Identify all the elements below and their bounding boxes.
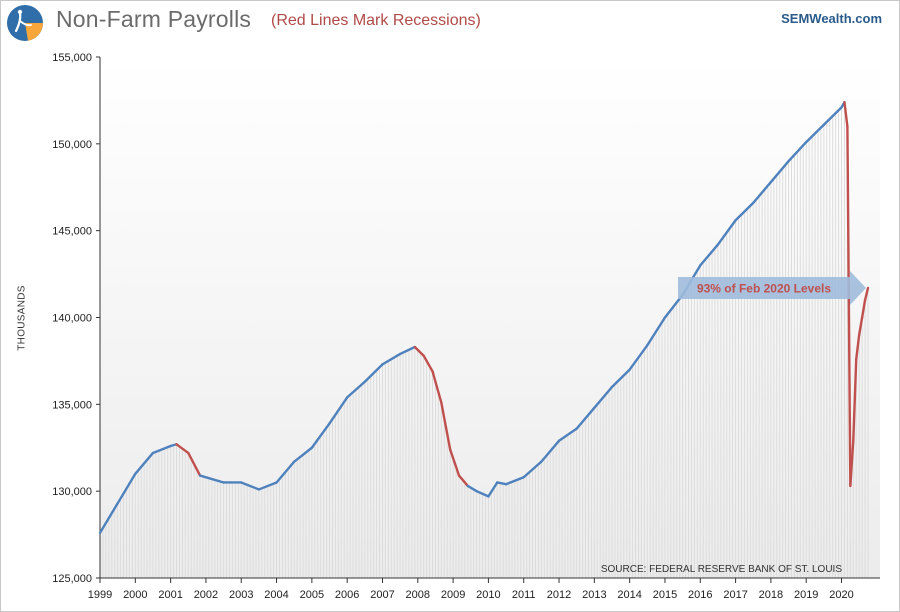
payrolls-line-segment <box>345 380 367 399</box>
payrolls-line-segment <box>787 140 808 163</box>
payrolls-line-segment <box>151 444 172 455</box>
payrolls-line-segment <box>610 368 631 389</box>
recession-line-segment <box>843 100 849 128</box>
x-tick-label: 2001 <box>158 589 182 601</box>
recession-line-segment <box>860 298 867 319</box>
x-tick-label: 2009 <box>441 589 465 601</box>
payrolls-line-segment <box>593 385 614 410</box>
x-tick-label: 2002 <box>194 589 218 601</box>
recession-line-segment <box>849 439 855 488</box>
payrolls-line-segment <box>466 484 478 493</box>
brand-link[interactable]: SEMWealth.com <box>781 11 882 26</box>
payrolls-line-segment <box>328 396 349 425</box>
recession-line-segment <box>846 125 852 488</box>
payrolls-line-segment <box>240 481 261 491</box>
recession-line-segment <box>855 333 861 361</box>
payrolls-line-segment <box>805 123 826 144</box>
recession-line-segment <box>413 345 425 357</box>
chart-header: Non-Farm Payrolls (Red Lines Mark Recess… <box>0 0 900 44</box>
recession-line-segment <box>440 401 452 451</box>
payrolls-line-segment <box>198 474 225 484</box>
annotations: 93% of Feb 2020 Levels SOURCE: FEDERAL RE… <box>601 270 866 575</box>
recession-line-segment <box>457 474 470 488</box>
payrolls-line-segment <box>716 219 737 246</box>
series-lines <box>98 100 870 535</box>
payrolls-line-segment <box>310 422 331 449</box>
payrolls-line-segment <box>257 481 278 491</box>
x-tick-label: 2008 <box>406 589 430 601</box>
axes: 125,000 130,000 135,000 140,000 145,000 150,0… <box>52 52 880 601</box>
x-tick-label: 2006 <box>335 589 359 601</box>
x-tick-label: 2019 <box>794 589 818 601</box>
payrolls-line-segment <box>557 427 578 442</box>
x-tick-label: 2018 <box>759 589 783 601</box>
payrolls-line-segment <box>116 472 137 505</box>
recession-line-segment <box>175 443 190 455</box>
y-tick-label: 155,000 <box>52 52 92 64</box>
x-tick-label: 2010 <box>476 589 500 601</box>
source-note: SOURCE: FEDERAL RESERVE BANK OF ST. LOUI… <box>601 564 843 575</box>
payrolls-line-segment <box>134 451 155 475</box>
payrolls-line-segment <box>540 439 561 463</box>
x-tick-label: 2007 <box>370 589 394 601</box>
x-tick-label: 2012 <box>547 589 571 601</box>
recession-line-segment <box>863 286 870 302</box>
payrolls-line-segment <box>822 106 843 126</box>
payrolls-line-segment <box>522 460 543 479</box>
y-tick-label: 125,000 <box>52 573 92 585</box>
recession-line-segment <box>852 357 858 442</box>
payrolls-line-segment <box>504 476 525 486</box>
payrolls-line-segment <box>575 406 596 430</box>
payrolls-line-segment <box>699 243 720 267</box>
payrolls-line-segment <box>398 345 417 356</box>
plot-area <box>100 57 880 578</box>
y-tick-label: 130,000 <box>52 486 92 498</box>
y-tick-label: 140,000 <box>52 313 92 325</box>
chart-title: Non-Farm Payrolls <box>56 6 252 32</box>
x-tick-label: 2017 <box>723 589 747 601</box>
payrolls-line-segment <box>98 502 119 535</box>
payrolls-line-segment <box>496 481 508 486</box>
x-tick-label: 2020 <box>829 589 853 601</box>
recession-line-segment <box>187 451 202 477</box>
payrolls-line-segment <box>475 489 490 498</box>
payrolls-line-segment <box>769 159 790 184</box>
x-tick-label: 2013 <box>582 589 606 601</box>
x-tick-label: 2000 <box>123 589 147 601</box>
y-tick-label: 150,000 <box>52 139 92 151</box>
payrolls-line-segment <box>734 201 755 222</box>
y-tick-label: 135,000 <box>52 399 92 411</box>
recession-line-segment <box>422 354 434 373</box>
payrolls-line-segment <box>293 446 314 463</box>
chart-subtitle: (Red Lines Mark Recessions) <box>271 12 481 29</box>
annotation-arrow <box>678 270 866 305</box>
x-tick-label: 2004 <box>264 589 288 601</box>
payrolls-line-segment <box>752 180 773 205</box>
payrolls-line-segment <box>363 363 384 383</box>
payrolls-line-segment <box>628 344 649 371</box>
annotation-label: 93% of Feb 2020 Levels <box>697 281 831 295</box>
recession-line-segment <box>448 448 461 477</box>
payrolls-line-segment <box>487 481 499 498</box>
x-tick-label: 1999 <box>88 589 112 601</box>
payrolls-line-segment <box>646 316 667 347</box>
y-tick-label: 145,000 <box>52 226 92 238</box>
payrolls-line-segment <box>275 460 296 484</box>
x-tick-label: 2014 <box>617 589 641 601</box>
payrolls-line-segment <box>381 352 402 366</box>
x-tick-label: 2005 <box>300 589 324 601</box>
x-tick-label: 2011 <box>512 589 536 601</box>
x-tick-label: 2003 <box>229 589 253 601</box>
semwealth-logo-icon <box>7 5 43 41</box>
recession-line-segment <box>857 316 864 337</box>
x-tick-label: 2015 <box>653 589 677 601</box>
recession-line-segment <box>431 370 443 404</box>
x-tick-label: 2016 <box>688 589 712 601</box>
area-fill-lines <box>99 102 869 578</box>
